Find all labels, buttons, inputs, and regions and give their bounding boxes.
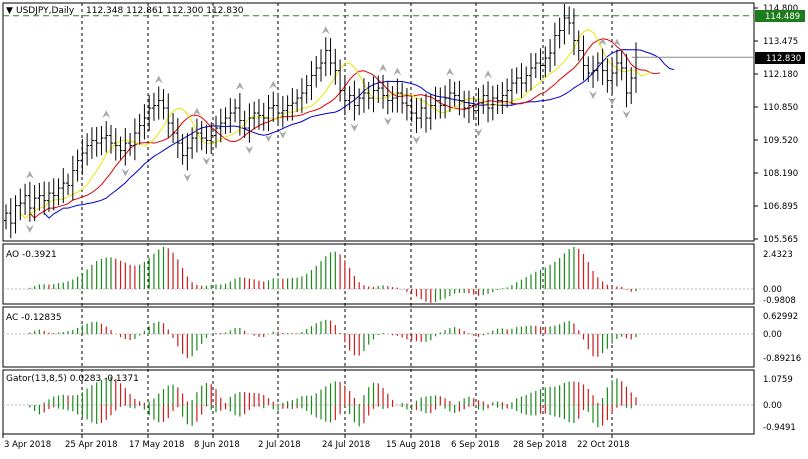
ac-axis-min: -0.89216 <box>763 354 801 364</box>
fractal-up-icon <box>25 170 34 179</box>
level-price-tag-text: 114.489 <box>765 12 800 22</box>
price-tick: 110.850 <box>763 103 798 113</box>
fractal-down-icon <box>608 97 617 106</box>
fractal-down-icon <box>264 134 273 143</box>
gator-axis-min: -0.9491 <box>763 423 796 433</box>
ao-label: AO -0.3921 <box>6 250 57 260</box>
date-tick: 6 Sep 2018 <box>451 440 499 450</box>
fractal-up-icon <box>154 75 163 84</box>
ao-axis-max: 2.4323 <box>763 250 793 260</box>
chart-menu-arrow-icon[interactable]: ▼ <box>6 6 13 16</box>
ac-histogram <box>3 319 754 358</box>
fractal-up-icon <box>612 38 621 47</box>
fractal-down-icon <box>278 130 287 139</box>
fractal-down-icon <box>25 224 34 233</box>
ac-label: AC -0.12835 <box>6 313 62 323</box>
price-tick: 112.180 <box>763 70 798 80</box>
fractal-up-icon <box>484 70 493 79</box>
date-tick: 2 Jul 2018 <box>258 440 301 450</box>
fractal-down-icon <box>474 128 483 137</box>
current-price-tag-text: 112.830 <box>766 54 801 64</box>
fractal-up-icon <box>598 37 607 46</box>
fractal-down-icon <box>121 168 130 177</box>
price-tick: 109.520 <box>763 136 798 146</box>
price-tick: 105.565 <box>763 235 798 245</box>
date-tick: 15 Aug 2018 <box>386 440 440 450</box>
fractal-down-icon <box>412 136 421 145</box>
ao-axis: 2.4323 0.00 -0.9808 <box>763 250 796 306</box>
fractal-up-icon <box>445 67 454 76</box>
fractal-up-icon <box>321 26 330 35</box>
ac-axis-max: 0.62992 <box>763 312 798 322</box>
gator-pane-frame <box>2 369 755 435</box>
fractal-up-icon <box>560 0 568 1</box>
time-axis[interactable]: 3 Apr 2018 25 Apr 2018 17 May 2018 8 Jun… <box>2 434 630 450</box>
ac-axis: 0.62992 0.00 -0.89216 <box>763 312 801 364</box>
fractal-down-icon <box>350 123 359 132</box>
fractal-down-icon <box>202 157 211 166</box>
price-tick: 114.800 <box>763 4 798 14</box>
fractal-down-icon <box>383 117 392 126</box>
gator-axis-max: 1.0759 <box>763 375 793 385</box>
date-tick: 25 Apr 2018 <box>65 440 118 450</box>
fractal-up-icon <box>379 63 388 72</box>
date-tick: 3 Apr 2018 <box>4 440 51 450</box>
ac-pane-frame <box>2 306 755 368</box>
price-axis[interactable]: 114.800 113.475 112.180 110.850 109.520 … <box>754 4 805 245</box>
fractal-up-icon <box>269 80 278 89</box>
price-tick: 108.190 <box>763 169 798 179</box>
fractal-down-icon <box>183 173 192 182</box>
level-price-tag <box>755 10 805 22</box>
price-tick: 106.895 <box>763 202 798 212</box>
main-pane-frame <box>2 2 755 242</box>
fractal-down-icon <box>589 90 598 99</box>
fractal-up-icon <box>192 107 201 116</box>
ac-axis-zero: 0.00 <box>763 330 782 340</box>
ao-histogram <box>3 247 754 303</box>
gator-label: Gator(13,8,5) 0.0283 -0.1371 <box>6 374 139 384</box>
price-chart[interactable] <box>3 0 754 239</box>
fractal-up-icon <box>393 67 402 76</box>
gator-axis: 1.0759 0.00 -0.9491 <box>763 375 796 433</box>
fractal-down-icon <box>622 110 631 119</box>
ao-axis-min: -0.9808 <box>763 296 796 306</box>
ohlc-label: 112.348 112.861 112.300 112.830 <box>86 6 244 16</box>
symbol-label: USDJPY,Daily <box>16 6 75 16</box>
date-tick: 22 Oct 2018 <box>577 440 630 450</box>
ao-pane-frame <box>2 243 755 305</box>
date-tick: 17 May 2018 <box>129 440 184 450</box>
fractal-down-icon <box>245 145 254 154</box>
date-tick: 28 Sep 2018 <box>513 440 567 450</box>
current-price-tag <box>755 52 805 64</box>
date-tick: 24 Jul 2018 <box>322 440 370 450</box>
gator-histogram <box>3 377 754 428</box>
price-tick: 113.475 <box>763 37 798 47</box>
gator-axis-zero: 0.00 <box>763 401 782 411</box>
fractal-up-icon <box>102 110 111 119</box>
date-tick: 8 Jun 2018 <box>194 440 240 450</box>
fractal-up-icon <box>235 82 244 91</box>
ao-axis-zero: 0.00 <box>763 285 782 295</box>
